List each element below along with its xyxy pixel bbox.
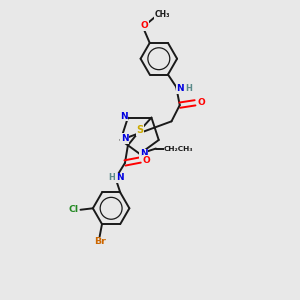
Text: O: O [197,98,205,107]
Text: CH₃: CH₃ [154,11,170,20]
Text: H: H [185,85,192,94]
Text: Cl: Cl [69,205,79,214]
Text: N: N [121,134,129,143]
Text: N: N [176,85,184,94]
Text: O: O [140,21,148,30]
Text: N: N [140,149,148,158]
Text: O: O [142,155,150,164]
Text: H: H [108,173,115,182]
Text: Br: Br [94,237,106,246]
Text: CH₂CH₃: CH₂CH₃ [164,146,194,152]
Text: N: N [116,173,124,182]
Text: S: S [136,125,143,135]
Text: N: N [120,112,127,121]
